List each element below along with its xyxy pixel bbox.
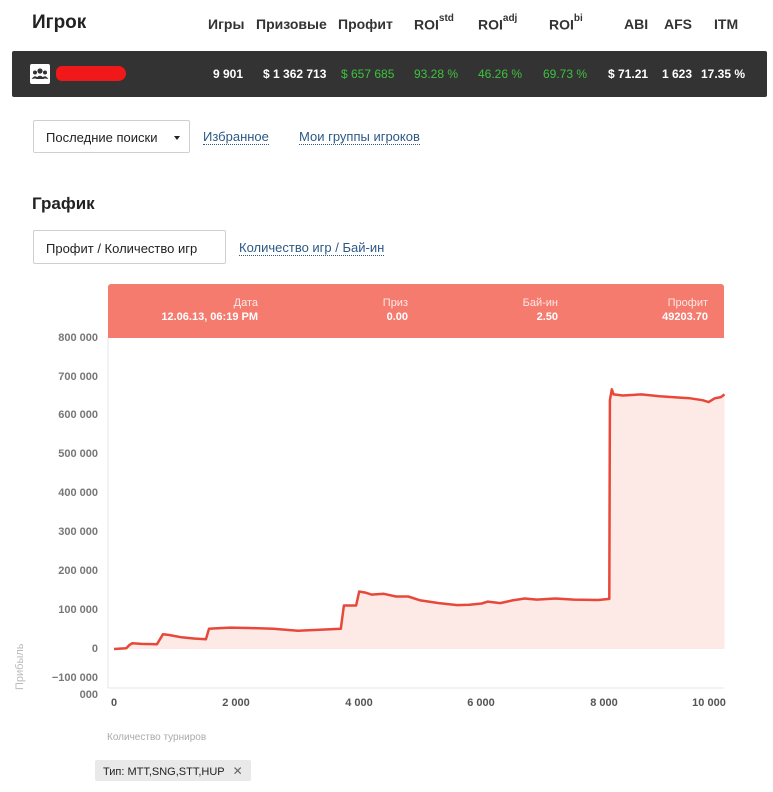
x-tick-label: 0	[110, 697, 118, 709]
roi-bi-column-header[interactable]: ROIbi	[549, 13, 583, 33]
chart-tooltip: Дата 12.06.13, 06:19 PM Приз 0.00 Бай-ин…	[108, 284, 724, 338]
x-axis-label: Количество турниров	[107, 732, 207, 743]
y-tick-label: 000	[79, 689, 98, 701]
games-value: 9 901	[213, 67, 244, 81]
tooltip-buyin: Бай-ин 2.50	[522, 297, 558, 323]
tab-games-vs-buyin[interactable]: Количество игр / Бай-ин	[239, 240, 385, 256]
y-tick-label: 500 000	[58, 448, 98, 460]
y-tick-label: 300 000	[58, 526, 98, 538]
roi-bi-value: 69.73 %	[543, 67, 588, 81]
player-column-header: Игрок	[32, 12, 87, 33]
itm-value: 17.35 %	[701, 67, 746, 81]
player-name-redacted[interactable]	[56, 66, 126, 81]
roi-std-value: 93.28 %	[414, 67, 459, 81]
roi-adj-column-header[interactable]: ROIadj	[478, 13, 518, 33]
recent-searches-dropdown[interactable]: Последние поиски	[33, 120, 190, 153]
player-groups-link[interactable]: Мои группы игроков	[299, 129, 420, 145]
afs-value: 1 623	[662, 67, 693, 81]
profit-line	[113, 388, 726, 651]
x-tick-label: 4 000	[345, 697, 373, 709]
recent-searches-label: Последние поиски	[46, 130, 158, 145]
y-tick-label: 400 000	[58, 487, 98, 499]
itm-column-header[interactable]: ITM	[714, 16, 739, 32]
profit-column-header[interactable]: Профит	[338, 16, 393, 32]
player-row[interactable]: 9 901 $ 1 362 713 $ 657 685 93.28 % 46.2…	[12, 51, 767, 97]
caret-down-icon	[174, 136, 180, 140]
filter-tag: Тип: MTT,SNG,STT,HUP ✕	[95, 760, 251, 781]
prizes-value: $ 1 362 713	[263, 67, 327, 81]
y-tick-label: 0	[91, 643, 98, 655]
x-tick-label: 6 000	[467, 697, 495, 709]
roi-std-column-header[interactable]: ROIstd	[414, 13, 454, 33]
stats-header: Игрок Игры Призовые Профит ROIstd ROIadj…	[0, 0, 773, 46]
y-axis-label: Прибыль	[14, 643, 26, 690]
prizes-column-header[interactable]: Призовые	[256, 16, 327, 32]
profit-value: $ 657 685	[341, 67, 395, 81]
afs-column-header[interactable]: AFS	[664, 16, 692, 32]
abi-value: $ 71.21	[608, 67, 649, 81]
y-tick-label: 200 000	[58, 565, 98, 577]
abi-column-header[interactable]: ABI	[624, 16, 649, 32]
y-tick-label: 100 000	[58, 604, 98, 616]
x-tick-label: 8 000	[590, 697, 618, 709]
tab-profit-vs-games[interactable]: Профит / Количество игр	[33, 230, 226, 264]
y-tick-label: 800 000	[58, 332, 98, 344]
y-tick-label: 600 000	[58, 409, 98, 421]
graph-section-title: График	[32, 194, 95, 213]
x-tick-label: 10 000	[692, 697, 726, 709]
favorites-link[interactable]: Избранное	[203, 129, 269, 145]
close-icon[interactable]: ✕	[232, 764, 243, 778]
x-tick-label: 2 000	[222, 697, 250, 709]
tooltip-prize: Приз 0.00	[382, 297, 408, 323]
games-column-header[interactable]: Игры	[208, 16, 245, 32]
tooltip-profit: Профит 49203.70	[662, 297, 708, 323]
y-tick-label: 700 000	[58, 371, 98, 383]
tooltip-date: Дата 12.06.13, 06:19 PM	[161, 297, 258, 323]
y-tick-label: −100 000	[51, 672, 98, 684]
roi-adj-value: 46.26 %	[478, 67, 523, 81]
group-icon	[30, 64, 50, 84]
filter-tag-label: Тип: MTT,SNG,STT,HUP	[103, 766, 225, 778]
profit-area	[114, 389, 725, 649]
